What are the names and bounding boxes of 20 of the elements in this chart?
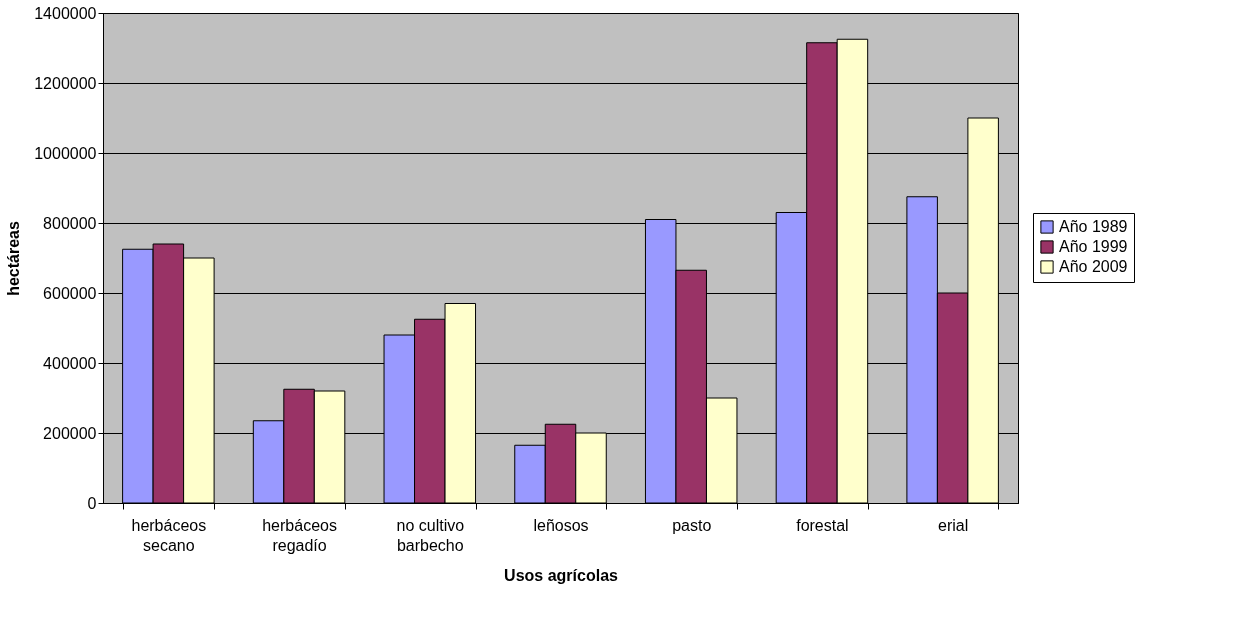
x-tick-label: no cultivo barbecho (396, 516, 465, 554)
y-tick-label: 1200000 (34, 74, 97, 92)
y-tick-label: 800000 (43, 214, 97, 232)
x-tick-label: erial (938, 516, 969, 534)
y-tick-label: 600000 (43, 284, 97, 302)
x-tick-label: herbáceos regadío (262, 516, 337, 554)
x-axis-title: Usos agrícolas (504, 566, 619, 584)
legend-label: Año 1989 (1059, 218, 1128, 235)
y-tick-label: 200000 (43, 424, 97, 442)
y-axis-title: hectáreas (5, 221, 23, 296)
x-tick-label: forestal (796, 516, 849, 534)
y-tick-label: 0 (87, 494, 97, 512)
legend-label: Año 1999 (1059, 238, 1128, 255)
x-tick-label: herbáceos secano (131, 516, 207, 554)
y-tick-label: 400000 (43, 354, 97, 372)
x-tick-label: leñosos (533, 516, 589, 534)
legend-label: Año 2009 (1059, 258, 1128, 275)
y-tick-label: 1400000 (34, 4, 97, 22)
x-tick-label: pasto (672, 516, 712, 534)
y-tick-label: 1000000 (34, 144, 97, 162)
